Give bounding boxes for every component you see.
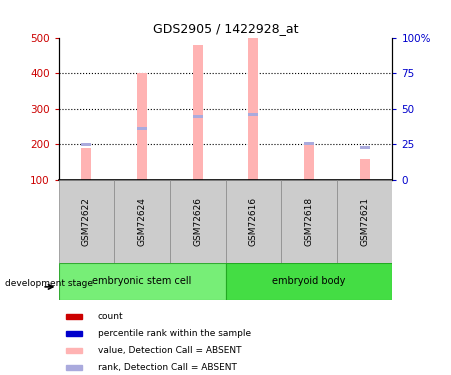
Bar (193, 115, 202, 118)
Bar (281, 180, 337, 262)
Text: count: count (98, 312, 124, 321)
Bar (66, 348, 82, 353)
Text: percentile rank within the sample: percentile rank within the sample (98, 329, 251, 338)
Bar (359, 146, 369, 148)
Bar (137, 73, 147, 180)
Bar (82, 148, 92, 180)
Text: embryoid body: embryoid body (272, 276, 345, 286)
Text: rank, Detection Call = ABSENT: rank, Detection Call = ABSENT (98, 363, 237, 372)
Bar (137, 127, 147, 130)
Bar (66, 331, 82, 336)
Bar (337, 180, 392, 262)
Bar (249, 38, 258, 180)
Text: GSM72616: GSM72616 (249, 196, 258, 246)
Bar (304, 142, 314, 145)
Bar (66, 365, 82, 370)
Text: GSM72624: GSM72624 (138, 197, 147, 246)
Bar (59, 180, 114, 262)
Bar (226, 262, 392, 300)
Text: GSM72622: GSM72622 (82, 197, 91, 246)
Bar (59, 262, 226, 300)
Bar (82, 143, 92, 146)
Bar (193, 45, 202, 180)
Text: development stage: development stage (5, 279, 92, 288)
Text: value, Detection Call = ABSENT: value, Detection Call = ABSENT (98, 346, 241, 355)
Bar (114, 180, 170, 262)
Bar (304, 144, 314, 180)
Text: GSM72621: GSM72621 (360, 197, 369, 246)
Title: GDS2905 / 1422928_at: GDS2905 / 1422928_at (153, 22, 298, 35)
Bar (249, 113, 258, 116)
Bar (66, 314, 82, 319)
Bar (226, 180, 281, 262)
Bar (170, 180, 226, 262)
Bar (359, 159, 369, 180)
Text: GSM72626: GSM72626 (193, 197, 202, 246)
Text: GSM72618: GSM72618 (304, 196, 313, 246)
Text: embryonic stem cell: embryonic stem cell (92, 276, 192, 286)
